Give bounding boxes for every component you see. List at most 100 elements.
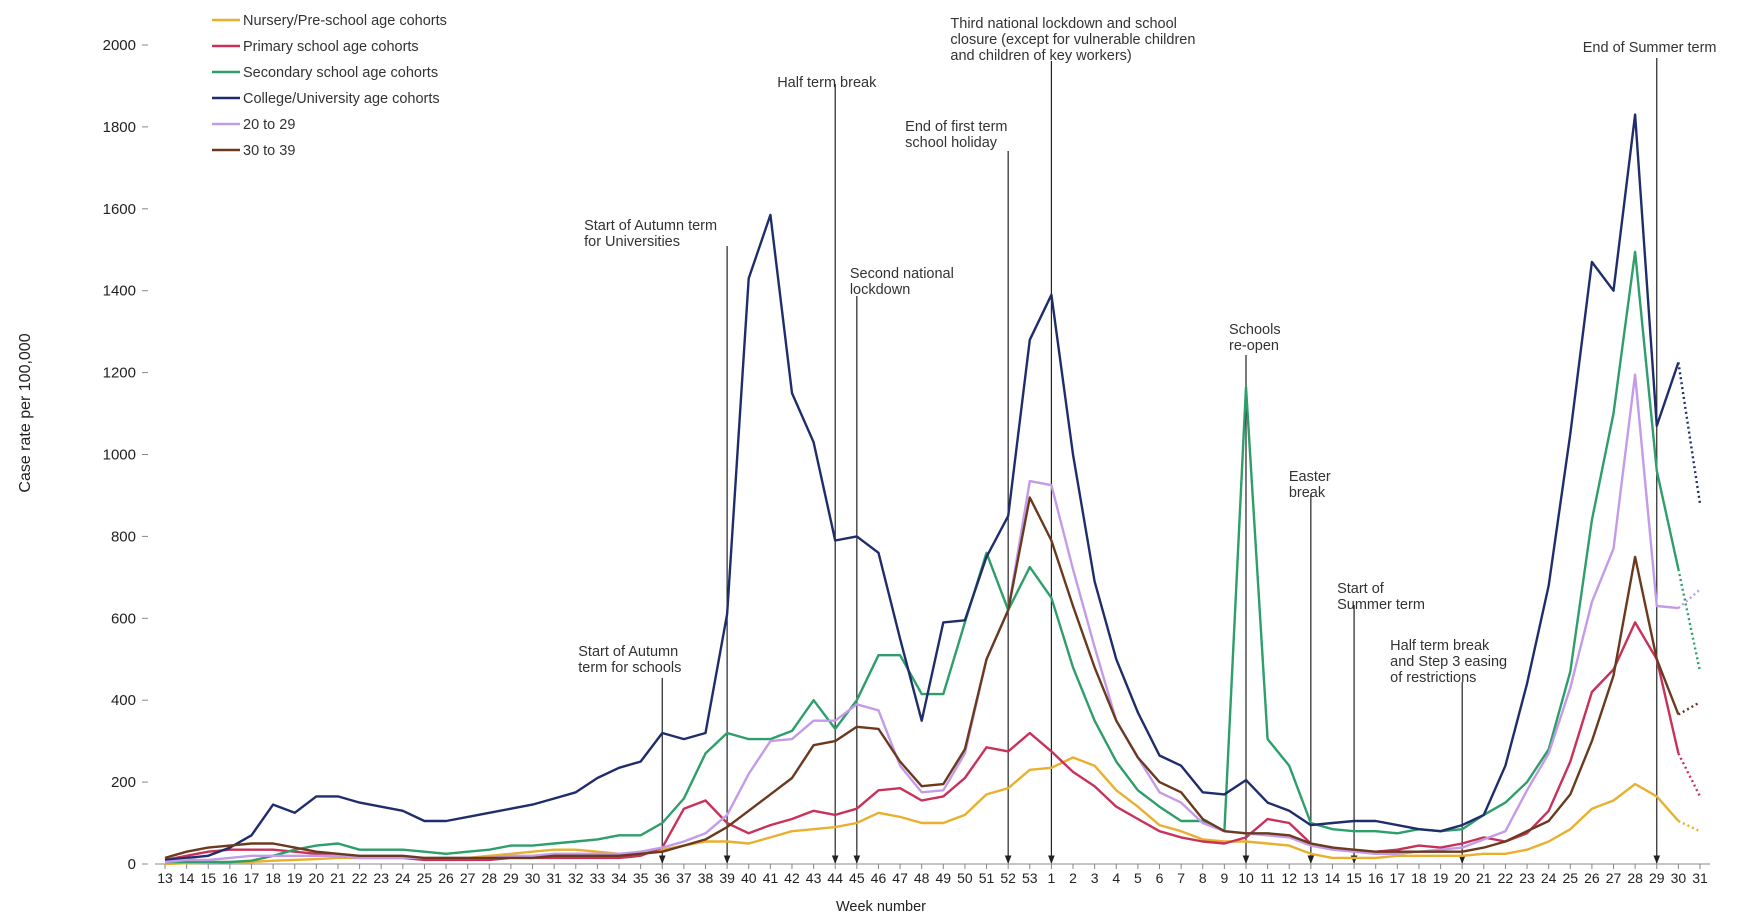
x-tick-label: 47 <box>892 870 908 886</box>
annotation: Half term break <box>777 75 877 864</box>
x-tick-label: 19 <box>287 870 303 886</box>
y-tick-label: 1600 <box>103 201 136 218</box>
series-line <box>164 113 1680 862</box>
x-tick-label: 17 <box>244 870 260 886</box>
y-tick-label: 600 <box>111 610 136 627</box>
x-tick-label: 15 <box>1346 870 1362 886</box>
annotation-text: Schools <box>1229 322 1281 338</box>
annotation-text: school holiday <box>905 135 998 151</box>
x-tick-label: 30 <box>1671 870 1687 886</box>
series-line <box>164 621 1680 862</box>
annotation-text: of restrictions <box>1390 670 1476 686</box>
legend-label: Nursery/Pre-school age cohorts <box>243 13 447 29</box>
annotation-text: Start of Autumn term <box>584 218 717 234</box>
x-tick-label: 8 <box>1199 870 1207 886</box>
annotation: End of Summer term <box>1583 40 1717 864</box>
annotation-text: Half term break <box>1390 638 1490 654</box>
x-tick-label: 5 <box>1134 870 1142 886</box>
x-tick-label: 42 <box>784 870 800 886</box>
x-tick-label: 15 <box>200 870 216 886</box>
x-tick-label: 41 <box>763 870 779 886</box>
x-tick-label: 30 <box>525 870 541 886</box>
x-tick-label: 38 <box>698 870 714 886</box>
annotation-text: re-open <box>1229 338 1279 354</box>
y-tick-label: 1800 <box>103 119 136 136</box>
x-tick-label: 28 <box>1627 870 1643 886</box>
legend-label: 30 to 39 <box>243 143 295 159</box>
x-tick-label: 13 <box>1303 870 1319 886</box>
x-tick-label: 32 <box>568 870 584 886</box>
annotation-text: Start of <box>1337 581 1385 597</box>
x-tick-label: 9 <box>1220 870 1228 886</box>
x-tick-label: 16 <box>222 870 238 886</box>
x-tick-label: 1 <box>1048 870 1056 886</box>
x-tick-label: 12 <box>1281 870 1297 886</box>
annotation-text: End of Summer term <box>1583 40 1717 56</box>
x-tick-label: 33 <box>590 870 606 886</box>
x-tick-label: 6 <box>1156 870 1164 886</box>
x-tick-label: 31 <box>546 870 562 886</box>
annotation-text: break <box>1289 485 1326 501</box>
annotation-text: for Universities <box>584 234 680 250</box>
series-line <box>165 250 1680 864</box>
series-line-projection <box>1677 362 1702 504</box>
x-tick-label: 21 <box>330 870 346 886</box>
annotation: Third national lockdown and schoolclosur… <box>950 16 1195 864</box>
x-tick-label: 53 <box>1022 870 1038 886</box>
y-tick-label: 1200 <box>103 365 136 382</box>
y-axis-label: Case rate per 100,000 <box>17 333 34 492</box>
annotation-text: closure (except for vulnerable children <box>950 32 1195 48</box>
y-tick-label: 800 <box>111 528 136 545</box>
x-tick-label: 31 <box>1692 870 1708 886</box>
x-tick-label: 10 <box>1238 870 1254 886</box>
annotation-text: and children of key workers) <box>950 48 1131 64</box>
x-tick-label: 4 <box>1112 870 1120 886</box>
x-tick-label: 21 <box>1476 870 1492 886</box>
series-line-projection <box>1677 752 1702 797</box>
x-tick-label: 52 <box>1000 870 1016 886</box>
x-tick-label: 48 <box>914 870 930 886</box>
x-tick-label: 39 <box>719 870 735 886</box>
series-line-projection <box>1677 568 1702 672</box>
legend-label: Primary school age cohorts <box>243 39 419 55</box>
y-tick-label: 1000 <box>103 447 136 464</box>
x-tick-label: 22 <box>352 870 368 886</box>
x-tick-label: 18 <box>1411 870 1427 886</box>
x-tick-label: 46 <box>871 870 887 886</box>
x-tick-label: 40 <box>741 870 757 886</box>
x-tick-label: 25 <box>1562 870 1578 886</box>
x-tick-label: 14 <box>179 870 195 886</box>
x-tick-label: 2 <box>1069 870 1077 886</box>
y-tick-label: 400 <box>111 692 136 709</box>
x-tick-label: 23 <box>1519 870 1535 886</box>
x-tick-label: 17 <box>1390 870 1406 886</box>
x-tick-label: 25 <box>417 870 433 886</box>
x-tick-label: 34 <box>611 870 627 886</box>
y-tick-label: 0 <box>128 856 136 873</box>
x-tick-label: 3 <box>1091 870 1099 886</box>
annotation-text: Half term break <box>777 75 877 91</box>
annotation-text: lockdown <box>850 282 910 298</box>
x-tick-label: 18 <box>265 870 281 886</box>
x-tick-label: 37 <box>676 870 692 886</box>
x-tick-label: 20 <box>309 870 325 886</box>
legend-label: Secondary school age cohorts <box>243 65 438 81</box>
series-line-projection <box>1677 588 1701 610</box>
annotation-text: End of first term <box>905 119 1007 135</box>
x-tick-label: 14 <box>1325 870 1341 886</box>
x-tick-label: 16 <box>1368 870 1384 886</box>
series-line-projection <box>1677 701 1701 716</box>
annotation-text: and Step 3 easing <box>1390 654 1507 670</box>
legend-label: College/University age cohorts <box>243 91 440 107</box>
x-tick-label: 27 <box>1606 870 1622 886</box>
x-tick-label: 19 <box>1433 870 1449 886</box>
series-line <box>164 496 1680 860</box>
x-tick-label: 13 <box>157 870 173 886</box>
x-tick-label: 51 <box>979 870 995 886</box>
